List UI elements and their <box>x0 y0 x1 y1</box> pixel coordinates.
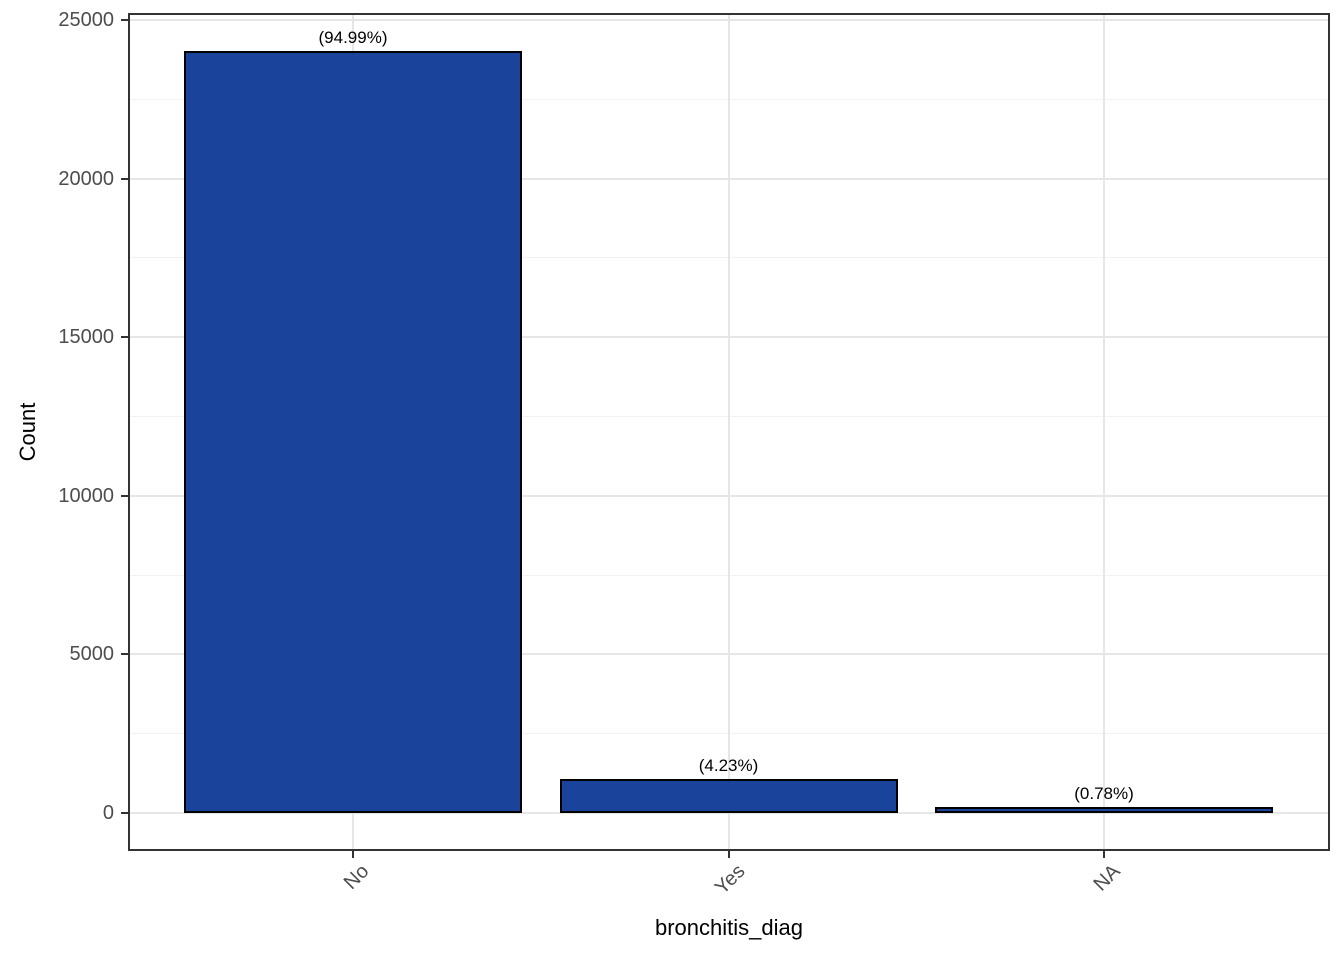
bar-no <box>184 50 522 813</box>
bar-yes <box>559 779 898 813</box>
x-tick <box>727 851 730 858</box>
bar-label-no: (94.99%) <box>318 27 388 47</box>
bar-label-yes: (4.23%) <box>698 756 759 776</box>
y-axis-title: Count <box>15 402 40 462</box>
y-tick <box>121 653 128 656</box>
y-tick <box>121 336 128 339</box>
plot-panel: (94.99%) (4.23%) (0.78%) <box>128 13 1330 851</box>
x-tick <box>1103 851 1105 858</box>
x-tick-label-no: No <box>340 860 374 894</box>
x-tick-label-na: NA <box>1089 860 1125 896</box>
gridline-major-vertical <box>727 13 730 851</box>
x-tick <box>352 851 354 858</box>
y-tick-label: 25000 <box>58 9 114 31</box>
gridline-major-vertical <box>1103 13 1105 851</box>
y-tick-label: 5000 <box>69 643 115 666</box>
x-tick-label-yes: Yes <box>710 860 750 899</box>
bar-label-na: (0.78%) <box>1074 783 1134 803</box>
y-tick <box>121 177 128 180</box>
y-tick-label: 0 <box>102 802 114 824</box>
y-tick <box>121 494 128 497</box>
y-tick-label: 20000 <box>58 167 114 190</box>
y-tick <box>121 19 128 21</box>
bar-na <box>935 806 1273 813</box>
x-axis-title: bronchitis_diag <box>655 915 803 940</box>
y-tick <box>121 812 128 814</box>
y-tick-label: 15000 <box>58 326 114 349</box>
y-tick-label: 10000 <box>58 484 114 507</box>
